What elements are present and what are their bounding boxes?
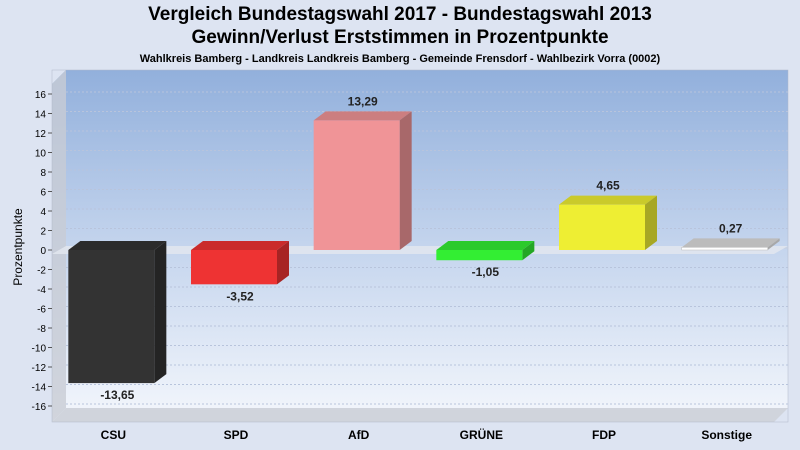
y-tick-label: -8 bbox=[37, 324, 46, 335]
category-labels: CSU SPD AfD GRÜNE FDP Sonstige bbox=[101, 427, 753, 442]
bar-spd bbox=[191, 241, 289, 285]
y-tick-label: 10 bbox=[35, 149, 47, 160]
value-label: -3,52 bbox=[226, 289, 254, 303]
y-tick-label: 16 bbox=[35, 90, 47, 101]
y-tick-label: 12 bbox=[35, 129, 47, 140]
x-tick-label: SPD bbox=[224, 428, 249, 442]
value-label: -1,05 bbox=[472, 265, 500, 279]
y-tick-label: -4 bbox=[37, 285, 46, 296]
bar-csu bbox=[68, 241, 167, 384]
y-tick-label: -16 bbox=[32, 402, 47, 413]
y-axis-ticks: 16 14 12 10 8 6 4 2 0 -2 -4 -6 -8 -10 -12 -14 -16 bbox=[32, 90, 52, 413]
y-tick-label: 8 bbox=[40, 168, 46, 179]
bar-afd bbox=[313, 111, 412, 250]
bar-sonstige bbox=[681, 238, 780, 251]
y-tick-label: 2 bbox=[40, 227, 46, 238]
x-tick-label: GRÜNE bbox=[460, 427, 503, 442]
y-tick-label: -6 bbox=[37, 305, 46, 316]
value-label: -13,65 bbox=[100, 388, 134, 402]
bar-grüne bbox=[436, 241, 535, 261]
x-tick-label: CSU bbox=[101, 428, 126, 442]
value-labels: -13,65 -3,52 13,29 -1,05 4,65 0,27 bbox=[100, 94, 742, 402]
chart-subtitle-location: Wahlkreis Bamberg - Landkreis Landkreis … bbox=[139, 53, 661, 65]
y-tick-label: -10 bbox=[32, 344, 47, 355]
x-tick-label: Sonstige bbox=[701, 428, 752, 442]
y-tick-label: 4 bbox=[40, 207, 46, 218]
value-label: 0,27 bbox=[719, 221, 743, 235]
value-label: 13,29 bbox=[348, 94, 378, 108]
y-tick-label: -12 bbox=[32, 363, 47, 374]
y-tick-label: 14 bbox=[35, 110, 47, 121]
bars bbox=[68, 111, 780, 384]
chart-subtitle: Gewinn/Verlust Erststimmen in Prozentpun… bbox=[191, 27, 609, 48]
y-tick-label: -2 bbox=[37, 266, 46, 277]
y-tick-label: -14 bbox=[32, 383, 47, 394]
x-tick-label: FDP bbox=[592, 428, 616, 442]
bar-fdp bbox=[559, 195, 657, 250]
y-tick-label: 0 bbox=[40, 246, 46, 257]
x-tick-label: AfD bbox=[348, 428, 370, 442]
y-tick-label: 6 bbox=[40, 188, 46, 199]
chart-title: Vergleich Bundestagswahl 2017 - Bundesta… bbox=[148, 4, 652, 25]
value-label: 4,65 bbox=[596, 179, 620, 193]
y-axis-label: Prozentpunkte bbox=[11, 208, 25, 286]
